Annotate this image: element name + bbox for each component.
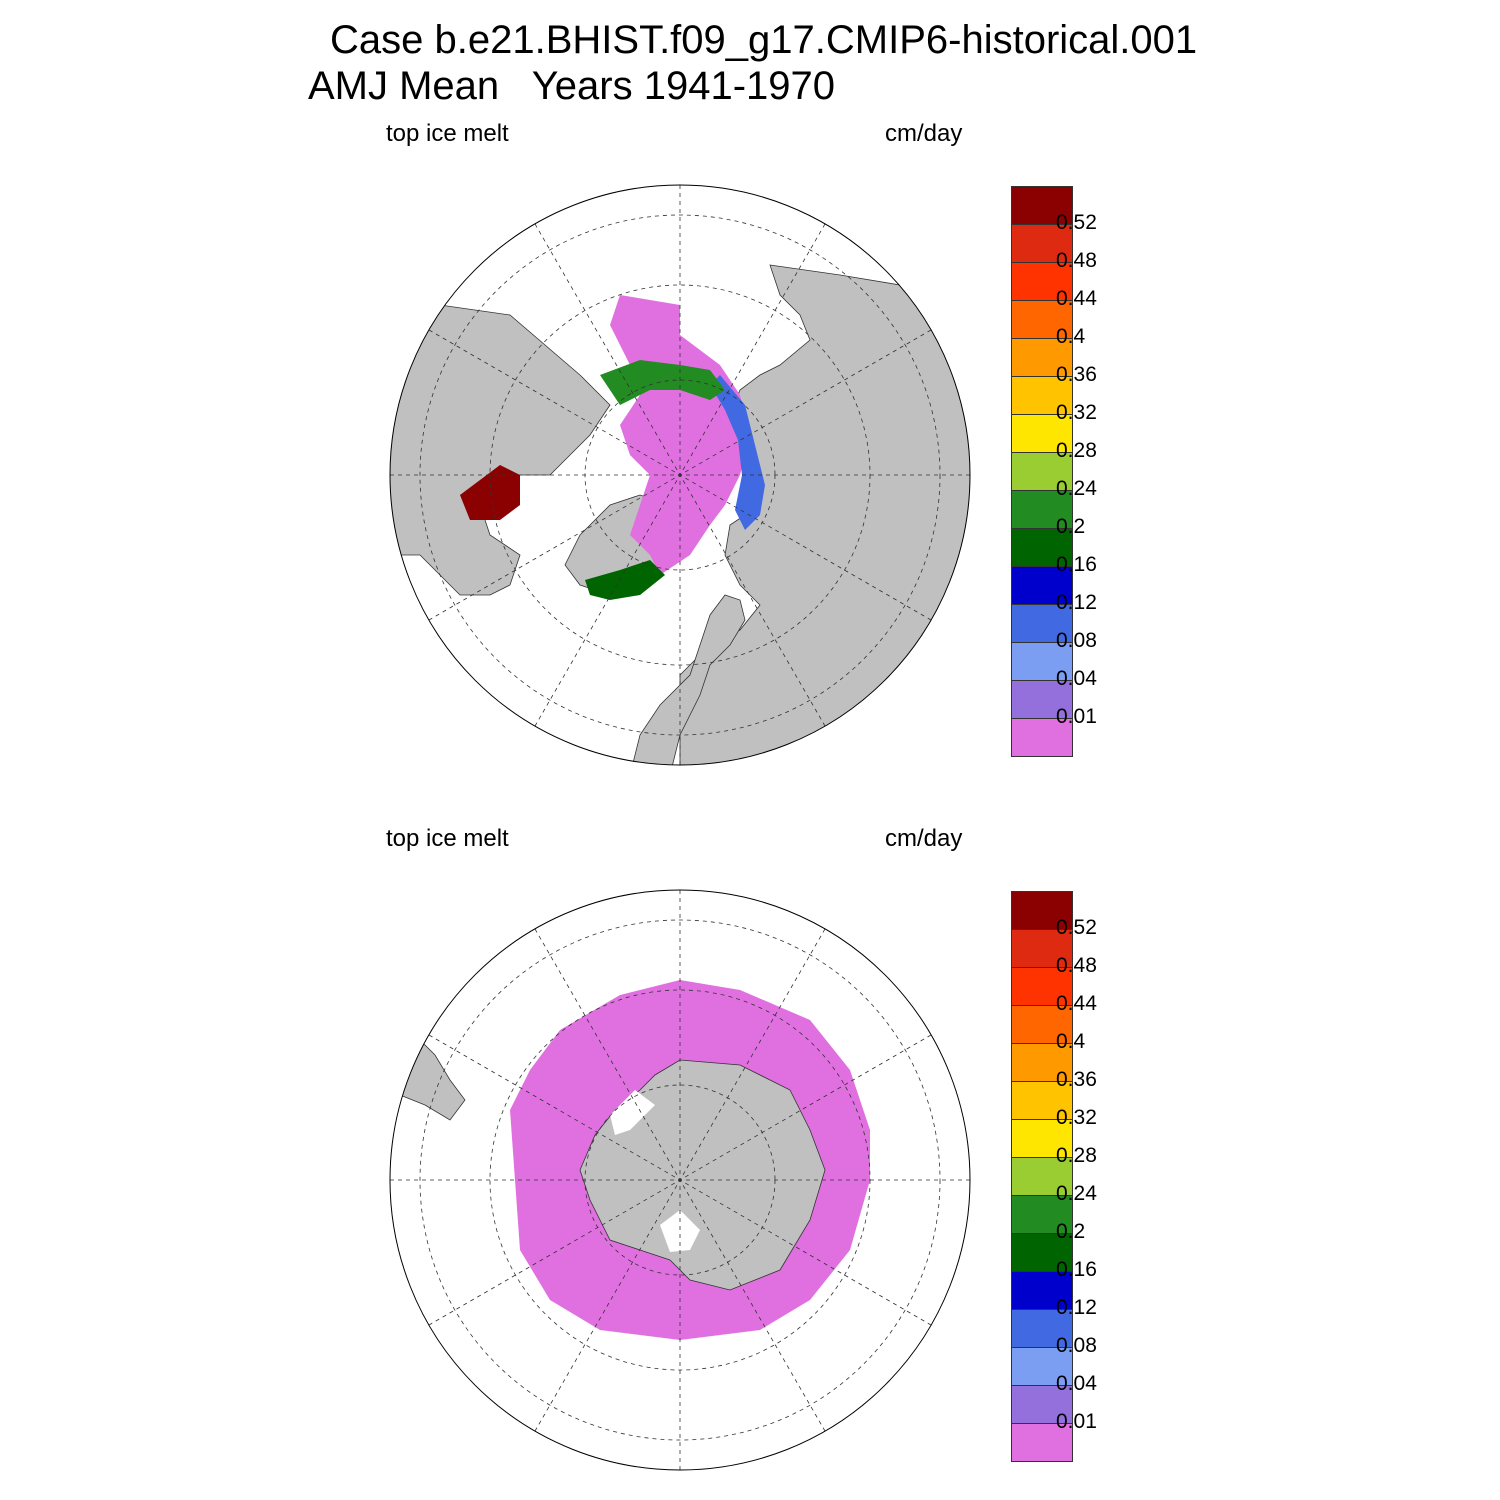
land-europe xyxy=(629,594,746,765)
colorbar-tick-label: 0.2 xyxy=(1056,1220,1086,1243)
south-polar-map xyxy=(389,889,971,1471)
colorbar-tick-label: 0.16 xyxy=(1056,553,1097,576)
colorbar-segment xyxy=(1011,1309,1073,1348)
colorbar-tick-label: 0.28 xyxy=(1056,1144,1097,1167)
colorbar-segment xyxy=(1011,1423,1073,1462)
colorbar-tick-label: 0.01 xyxy=(1056,705,1097,728)
colorbar-tick-label: 0.2 xyxy=(1056,515,1086,538)
colorbar-tick-label: 0.28 xyxy=(1056,439,1097,462)
north-polar-map xyxy=(389,184,971,766)
land-asia xyxy=(679,264,970,765)
colorbar-tick-label: 0.32 xyxy=(1056,401,1097,424)
colorbar-tick-label: 0.12 xyxy=(1056,591,1097,614)
ice-melt-barents xyxy=(585,560,665,600)
colorbar-segment xyxy=(1011,1043,1073,1082)
colorbar-segment xyxy=(1011,1005,1073,1044)
colorbar-tick-label: 0.44 xyxy=(1056,992,1097,1015)
colorbar-tick-label: 0.4 xyxy=(1056,325,1086,348)
colorbar-segment xyxy=(1011,1233,1073,1272)
colorbar-segment xyxy=(1011,452,1073,491)
ice-melt-high-bay xyxy=(460,465,520,520)
colorbar-segment xyxy=(1011,604,1073,643)
colorbar-segment xyxy=(1011,718,1073,757)
colorbar-tick-label: 0.4 xyxy=(1056,1030,1086,1053)
plot-title-line2: AMJ Mean Years 1941-1970 xyxy=(308,64,836,108)
colorbar-segment xyxy=(1011,566,1073,605)
colorbar-tick-label: 0.01 xyxy=(1056,1410,1097,1433)
colorbar-segment xyxy=(1011,967,1073,1006)
colorbar-tick-label: 0.12 xyxy=(1056,1296,1097,1319)
south-units-label: cm/day xyxy=(885,825,963,852)
colorbar-tick-label: 0.32 xyxy=(1056,1106,1097,1129)
colorbar-tick-label: 0.36 xyxy=(1056,363,1097,386)
colorbar-tick-label: 0.24 xyxy=(1056,477,1097,500)
north-units-label: cm/day xyxy=(885,120,963,147)
colorbar-tick-label: 0.52 xyxy=(1056,211,1097,234)
colorbar-segment xyxy=(1011,490,1073,529)
colorbar-tick-label: 0.36 xyxy=(1056,1068,1097,1091)
ice-melt-mid xyxy=(710,375,765,530)
colorbar-tick-label: 0.52 xyxy=(1056,916,1097,939)
south-field-label: top ice melt xyxy=(386,825,509,852)
colorbar-tick-label: 0.24 xyxy=(1056,1182,1097,1205)
north-field-label: top ice melt xyxy=(386,120,509,147)
colorbar-segment xyxy=(1011,186,1073,225)
colorbar-tick-label: 0.48 xyxy=(1056,249,1097,272)
weddell-sea-notch xyxy=(610,1090,655,1135)
colorbar-tick-label: 0.48 xyxy=(1056,954,1097,977)
colorbar-segment xyxy=(1011,680,1073,719)
colorbar-tick-label: 0.44 xyxy=(1056,287,1097,310)
colorbar-tick-label: 0.04 xyxy=(1056,667,1097,690)
ross-sea-notch xyxy=(660,1210,700,1252)
north-colorbar: 0.52 0.48 0.44 0.4 0.36 0.32 0.28 0.24 0.2 0.16 0.… xyxy=(1011,186,1097,757)
colorbar-segment xyxy=(1011,1195,1073,1234)
colorbar-tick-label: 0.04 xyxy=(1056,1372,1097,1395)
colorbar-segment xyxy=(1011,1157,1073,1196)
colorbar-segment xyxy=(1011,1119,1073,1158)
colorbar-tick-label: 0.08 xyxy=(1056,1334,1097,1357)
plot-title-line1: Case b.e21.BHIST.f09_g17.CMIP6-historica… xyxy=(330,18,1198,62)
south-colorbar: 0.52 0.48 0.44 0.4 0.36 0.32 0.28 0.24 0.2 0.16 0.… xyxy=(1011,891,1097,1462)
colorbar-segment xyxy=(1011,891,1073,930)
colorbar-tick-label: 0.08 xyxy=(1056,629,1097,652)
colorbar-tick-label: 0.16 xyxy=(1056,1258,1097,1281)
